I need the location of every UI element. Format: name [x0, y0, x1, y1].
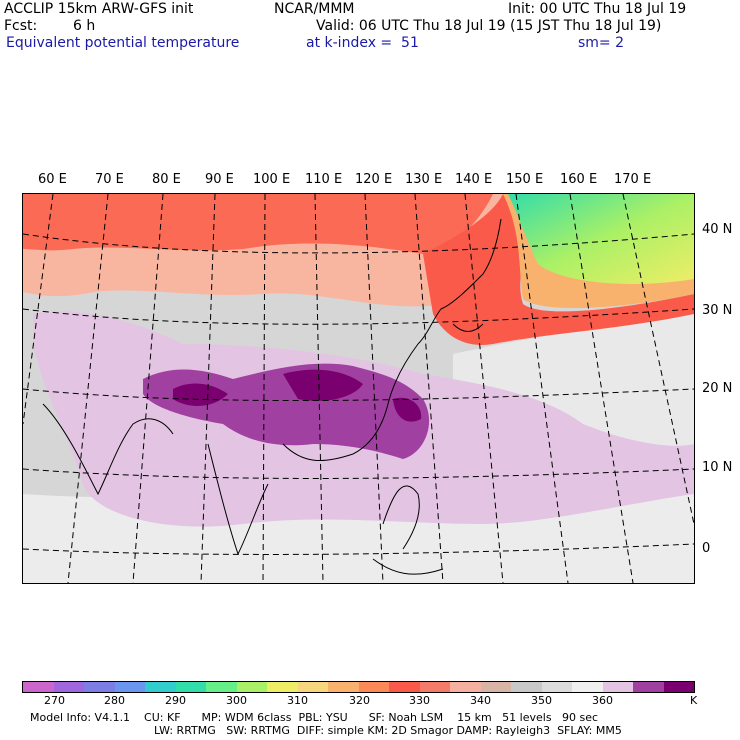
colorbar-tick: 310 [287, 694, 308, 707]
colorbar-swatch [511, 682, 542, 692]
graticule [23, 194, 694, 583]
colorbar [22, 681, 695, 693]
model-info-line2: LW: RRTMG SW: RRTMG DIFF: simple KM: 2D … [154, 724, 622, 737]
colorbar-tick: 270 [44, 694, 65, 707]
colorbar-swatch [572, 682, 603, 692]
valid-time: Valid: 06 UTC Thu 18 Jul 19 (15 JST Thu … [316, 18, 662, 34]
lat-label: 0 [702, 541, 711, 556]
colorbar-swatch [480, 682, 511, 692]
colorbar-tick: 340 [470, 694, 491, 707]
org-label: NCAR/MMM [274, 1, 355, 17]
colorbar-tick: 320 [349, 694, 370, 707]
lon-label: 130 E [405, 172, 443, 187]
colorbar-tick: 360 [592, 694, 613, 707]
colorbar-swatch [602, 682, 633, 692]
lat-label: 40 N [702, 222, 733, 237]
colorbar-swatch [84, 682, 115, 692]
colorbar-swatch [267, 682, 298, 692]
colorbar-swatch [633, 682, 664, 692]
colorbar-swatch [114, 682, 145, 692]
lon-label: 120 E [355, 172, 393, 187]
lon-label: 70 E [95, 172, 124, 187]
colorbar-tick: 290 [165, 694, 186, 707]
forecast-hour: 6 h [73, 18, 96, 34]
lon-label: 100 E [253, 172, 291, 187]
colorbar-swatch [358, 682, 389, 692]
colorbar-swatch [53, 682, 84, 692]
colorbar-swatch [236, 682, 267, 692]
colorbar-swatch [450, 682, 481, 692]
theta-e-field [23, 194, 694, 583]
lon-label: 80 E [152, 172, 181, 187]
lat-label: 30 N [702, 303, 733, 318]
colorbar-tick: 300 [226, 694, 247, 707]
colorbar-swatch [145, 682, 176, 692]
lat-label: 20 N [702, 381, 733, 396]
coastlines [42, 218, 502, 575]
smoothing-label: sm= 2 [578, 35, 625, 51]
colorbar-swatch [175, 682, 206, 692]
japan-warm-band [423, 194, 694, 345]
model-info-line1: Model Info: V4.1.1 CU: KF MP: WDM 6class… [30, 711, 599, 724]
lon-label: 160 E [560, 172, 598, 187]
colorbar-tick: 350 [531, 694, 552, 707]
colorbar-swatch [328, 682, 359, 692]
lat-label: 10 N [702, 460, 733, 475]
lon-label: 90 E [205, 172, 234, 187]
colorbar-tick: 280 [104, 694, 125, 707]
colorbar-swatch [389, 682, 420, 692]
forecast-label: Fcst: [4, 18, 38, 34]
lon-label: 60 E [38, 172, 67, 187]
lon-label: 170 E [614, 172, 652, 187]
lon-label: 110 E [305, 172, 343, 187]
colorbar-swatch [23, 682, 54, 692]
lon-label: 150 E [506, 172, 544, 187]
colorbar-tick: 330 [409, 694, 430, 707]
north-hot-band [23, 194, 493, 254]
lon-label: 140 E [455, 172, 493, 187]
colorbar-swatch [541, 682, 572, 692]
field-name: Equivalent potential temperature [6, 35, 240, 51]
map-panel [22, 193, 695, 584]
colorbar-unit: K [690, 694, 698, 707]
peak-theta-e [173, 369, 422, 422]
model-title: ACCLIP 15km ARW-GFS init [4, 1, 194, 17]
colorbar-swatch [663, 682, 694, 692]
level-label: at k-index = 51 [306, 35, 419, 51]
colorbar-swatch [206, 682, 237, 692]
colorbar-swatch [297, 682, 328, 692]
colorbar-swatch [419, 682, 450, 692]
init-time: Init: 00 UTC Thu 18 Jul 19 [508, 1, 687, 17]
ne-cool-band [508, 194, 694, 284]
